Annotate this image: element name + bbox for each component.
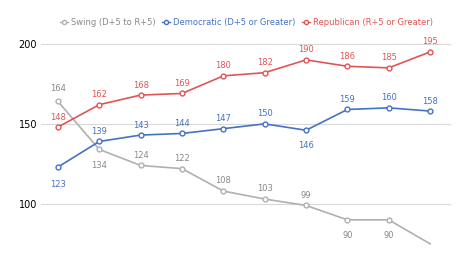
Text: 162: 162 bbox=[91, 90, 107, 99]
Text: 168: 168 bbox=[132, 81, 148, 90]
Text: 150: 150 bbox=[256, 109, 272, 118]
Text: 90: 90 bbox=[341, 231, 352, 240]
Text: 99: 99 bbox=[300, 191, 311, 200]
Text: 186: 186 bbox=[339, 52, 355, 61]
Text: 124: 124 bbox=[133, 151, 148, 160]
Text: 134: 134 bbox=[91, 161, 107, 170]
Text: 90: 90 bbox=[383, 231, 393, 240]
Text: 143: 143 bbox=[133, 120, 148, 130]
Legend: Swing (D+5 to R+5), Democratic (D+5 or Greater), Republican (R+5 or Greater): Swing (D+5 to R+5), Democratic (D+5 or G… bbox=[60, 18, 431, 27]
Text: 160: 160 bbox=[380, 93, 396, 102]
Text: 185: 185 bbox=[380, 53, 396, 62]
Text: 158: 158 bbox=[421, 97, 437, 105]
Text: 144: 144 bbox=[174, 119, 190, 128]
Text: 169: 169 bbox=[174, 79, 190, 88]
Text: 139: 139 bbox=[91, 127, 107, 136]
Text: 108: 108 bbox=[215, 176, 231, 185]
Text: 123: 123 bbox=[50, 179, 66, 189]
Text: 146: 146 bbox=[297, 141, 313, 150]
Text: 180: 180 bbox=[215, 61, 231, 70]
Text: 122: 122 bbox=[174, 154, 190, 163]
Text: 164: 164 bbox=[50, 84, 66, 93]
Text: 147: 147 bbox=[215, 114, 231, 123]
Text: 159: 159 bbox=[339, 95, 354, 104]
Text: 195: 195 bbox=[421, 37, 437, 46]
Text: 148: 148 bbox=[50, 112, 66, 121]
Text: 190: 190 bbox=[297, 45, 313, 54]
Text: 103: 103 bbox=[256, 184, 272, 193]
Text: 182: 182 bbox=[256, 58, 272, 67]
